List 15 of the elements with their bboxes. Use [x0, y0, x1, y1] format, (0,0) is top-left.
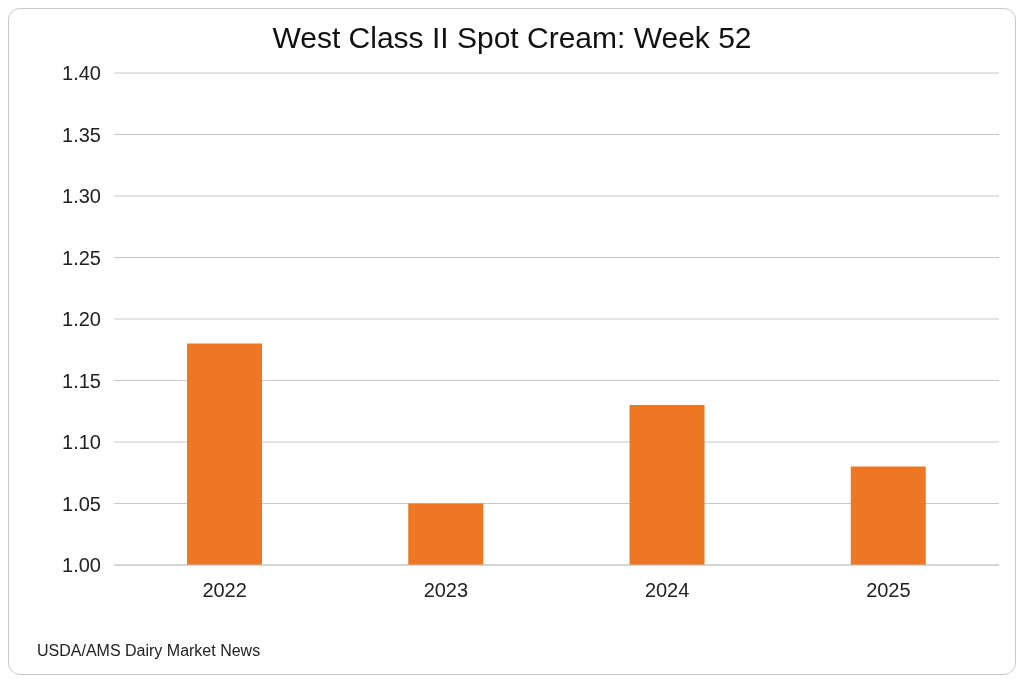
y-tick-label: 1.10: [62, 431, 101, 454]
y-tick-label: 1.05: [62, 492, 101, 515]
x-tick-label: 2023: [423, 579, 469, 602]
y-tick-label: 1.15: [62, 369, 101, 392]
chart-title: West Class II Spot Cream: Week 52: [271, 21, 753, 55]
y-tick-label: 1.00: [62, 554, 101, 577]
y-tick-label: 1.20: [62, 308, 101, 331]
x-tick-label: 2024: [644, 579, 690, 602]
x-tick-label: 2022: [202, 579, 247, 602]
y-tick-label: 1.40: [62, 62, 101, 85]
x-tick-label: 2025: [866, 579, 911, 602]
y-tick-label: 1.30: [62, 185, 101, 208]
y-tick-label: 1.25: [62, 246, 101, 269]
text: USDA/AMS Dairy Market News: [37, 642, 261, 660]
y-tick-label: 1.35: [62, 123, 101, 146]
